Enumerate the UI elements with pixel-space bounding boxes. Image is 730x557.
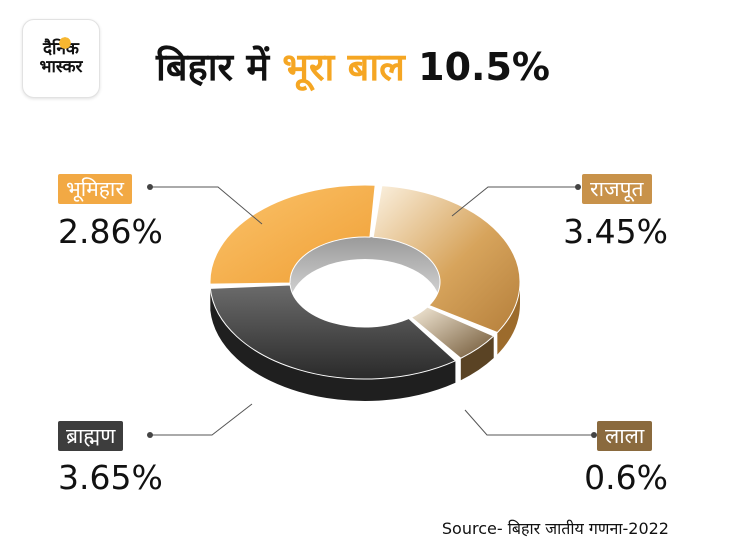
leader-line-lala xyxy=(464,409,594,436)
title-suffix: 10.5% xyxy=(404,45,550,89)
slice-bhumihar xyxy=(209,184,376,285)
leader-dot-brahman xyxy=(147,432,153,438)
slice-side-brahman xyxy=(210,288,456,401)
leader-dot-rajput xyxy=(575,184,581,190)
label-lala: लाला xyxy=(597,421,653,451)
slice-brahman xyxy=(209,284,457,380)
leader-dot-lala xyxy=(591,432,597,438)
leader-dot-bhumihar xyxy=(147,184,153,190)
title-prefix: बिहार में xyxy=(156,45,283,89)
label-brahman: ब्राह्मण xyxy=(58,421,124,451)
slice-rajput xyxy=(372,185,521,334)
slice-side-rajput xyxy=(497,282,520,355)
chart-title: बिहार में भूरा बाल 10.5% xyxy=(156,40,550,92)
label-bhumihar: भूमिहार xyxy=(58,174,132,204)
slice-lala xyxy=(410,306,495,359)
label-rajput: राजपूत xyxy=(582,174,652,204)
value-bhumihar: 2.86% xyxy=(58,212,163,251)
value-rajput: 3.45% xyxy=(563,212,668,251)
dainik-bhaskar-logo: दैनिक भास्कर xyxy=(22,19,100,98)
value-brahman: 3.65% xyxy=(58,458,163,497)
donut-hole-wall xyxy=(290,237,440,304)
logo-line-2: भास्कर xyxy=(39,56,83,77)
leader-line-brahman xyxy=(150,403,253,436)
source-note: Source- बिहार जातीय गणना-2022 xyxy=(441,519,669,538)
title-highlight: भूरा बाल xyxy=(282,45,405,89)
leader-line-rajput xyxy=(451,186,578,217)
value-lala: 0.6% xyxy=(584,458,668,497)
slice-side-lala xyxy=(460,336,494,381)
leader-line-bhumihar xyxy=(150,186,263,225)
